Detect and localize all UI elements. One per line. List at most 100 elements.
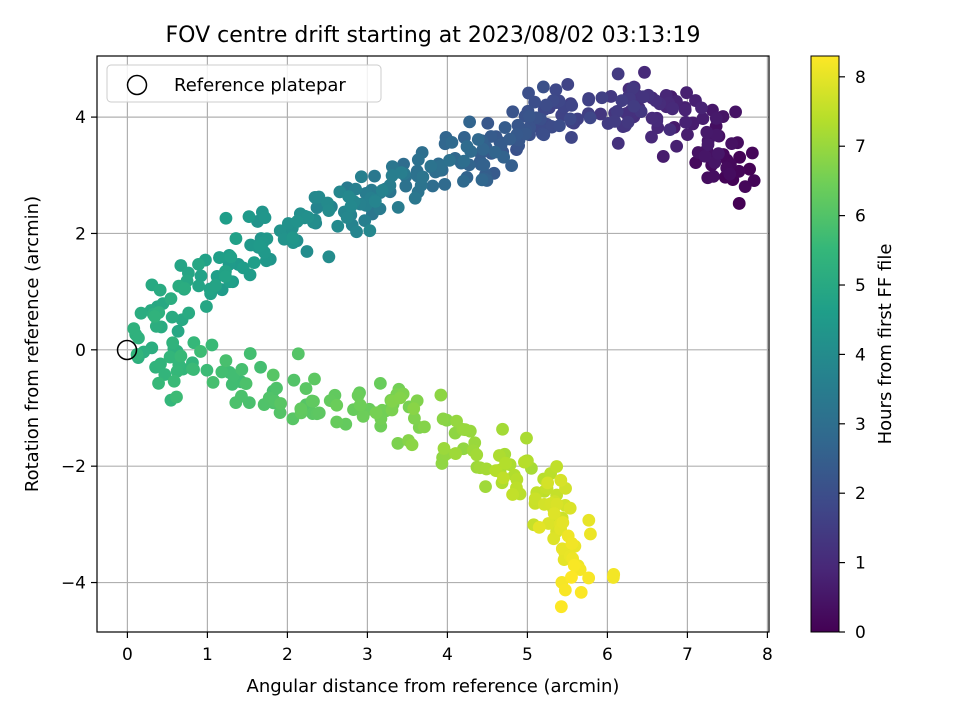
scatter-point	[310, 201, 324, 214]
scatter-point	[477, 158, 491, 172]
scatter-point	[611, 136, 625, 150]
scatter-point	[229, 232, 243, 245]
scatter-point	[148, 310, 162, 323]
scatter-point	[481, 116, 495, 130]
scatter-point	[301, 210, 315, 224]
scatter-point	[615, 94, 629, 107]
x-axis-label: Angular distance from reference (arcmin)	[247, 676, 620, 697]
scatter-point	[213, 251, 226, 264]
scatter-point	[505, 159, 519, 172]
colorbar-tick-label: 3	[855, 415, 866, 435]
scatter-point	[391, 200, 405, 214]
scatter-point	[342, 190, 356, 204]
scatter-point	[300, 245, 314, 258]
scatter-point	[584, 527, 597, 541]
chart-title: FOV centre drift starting at 2023/08/02 …	[166, 23, 701, 48]
scatter-point	[170, 390, 183, 404]
scatter-point	[399, 179, 413, 193]
scatter-point	[209, 279, 222, 292]
scatter-point	[700, 125, 714, 139]
scatter-point	[582, 571, 596, 585]
scatter-point	[729, 105, 742, 119]
scatter-point	[595, 91, 609, 105]
scatter-point	[554, 600, 568, 614]
scatter-point	[558, 583, 572, 597]
y-tick-label: 4	[75, 108, 86, 128]
scatter-point	[424, 159, 438, 173]
scatter-point	[426, 179, 440, 193]
scatter-point	[582, 513, 596, 527]
scatter-point	[723, 167, 737, 181]
scatter-point	[574, 585, 588, 599]
scatter-point	[358, 214, 372, 228]
scatter-point	[174, 349, 188, 363]
scatter-point	[274, 397, 288, 410]
scatter-point	[611, 67, 625, 81]
scatter-point	[636, 90, 650, 104]
scatter-point	[503, 132, 517, 146]
scatter-point	[554, 473, 568, 487]
scatter-point	[594, 107, 607, 121]
scatter-point	[356, 409, 370, 423]
scatter-point	[610, 104, 624, 118]
scatter-point	[522, 86, 535, 100]
scatter-point	[205, 338, 219, 352]
scatter-point	[330, 398, 344, 412]
x-axis-ticks: 0 1 2 3 4 5 6 7 8	[122, 632, 773, 665]
x-tick-label: 4	[442, 645, 453, 665]
scatter-point	[353, 398, 367, 412]
scatter-point	[411, 153, 425, 167]
scatter-point	[351, 389, 365, 402]
scatter-point	[563, 501, 577, 515]
scatter-point	[475, 173, 489, 187]
scatter-point	[470, 448, 484, 462]
scatter-point	[258, 211, 272, 225]
scatter-point	[224, 250, 238, 264]
scatter-point	[330, 415, 344, 429]
scatter-point	[743, 162, 756, 176]
scatter-point	[537, 128, 551, 142]
scatter-point	[273, 406, 287, 420]
scatter-point	[363, 224, 377, 238]
scatter-point	[710, 128, 724, 142]
x-tick-label: 3	[362, 645, 373, 665]
scatter-point	[266, 368, 280, 382]
scatter-point	[200, 363, 214, 377]
scatter-point	[471, 133, 485, 146]
scatter-point	[368, 195, 382, 208]
scatter-point	[243, 347, 257, 360]
scatter-point	[308, 372, 321, 386]
scatter-point	[550, 460, 564, 473]
scatter-point	[154, 357, 167, 371]
scatter-point	[369, 406, 383, 420]
scatter-point	[247, 256, 261, 270]
scatter-point	[567, 558, 581, 572]
scatter-point	[242, 210, 256, 224]
colorbar	[810, 55, 840, 633]
scatter-point	[163, 350, 177, 364]
scatter-point	[165, 310, 179, 324]
colorbar-label: Hours from first FF file	[875, 244, 896, 445]
scatter-point	[458, 423, 472, 437]
scatter-point	[149, 319, 163, 333]
scatter-point	[187, 336, 201, 350]
scatter-point	[565, 570, 578, 584]
colorbar-tick-label: 6	[855, 207, 866, 227]
x-tick-label: 6	[602, 645, 613, 665]
scatter-point	[638, 65, 651, 79]
scatter-point	[506, 105, 520, 119]
scatter-point	[561, 78, 575, 91]
scatter-point	[666, 101, 680, 115]
scatter-point	[656, 150, 670, 163]
colorbar-tick-label: 2	[855, 484, 866, 504]
scatter-point	[745, 146, 759, 160]
scatter-point	[331, 219, 345, 233]
scatter-point	[457, 154, 471, 168]
scatter-point	[608, 115, 622, 128]
scatter-point	[182, 306, 196, 320]
scatter-point	[681, 128, 694, 142]
scatter-point	[235, 363, 249, 376]
scatter-point	[418, 420, 431, 434]
scatter-point	[670, 139, 684, 153]
y-tick-label: 2	[75, 224, 86, 244]
